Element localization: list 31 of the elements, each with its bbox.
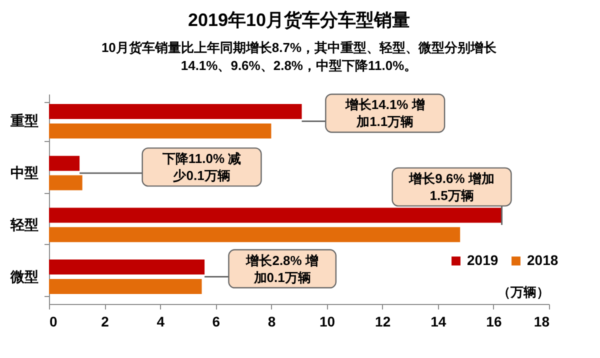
annotation: 增长14.1% 增加1.1万辆 (344, 97, 425, 130)
y-tick-label: 重型 (10, 112, 38, 129)
x-tick-label: 6 (212, 314, 220, 330)
y-tick-label: 轻型 (10, 216, 38, 232)
x-tick-label: 4 (156, 314, 165, 330)
bar (49, 227, 460, 242)
legend-label: 2019 (467, 252, 498, 268)
annotation: 下降11.0% 减少0.1万辆 (161, 151, 242, 184)
bar (49, 260, 205, 275)
chart-subtitle: 10月货车销量比上年同期增长8.7%，其中重型、轻型、微型分别增长 14.1%、9.6%、2.8%，中型下降11.0%。 (101, 40, 498, 73)
bar (49, 156, 80, 171)
bar (49, 208, 502, 223)
bar (49, 123, 272, 138)
x-tick-label: 14 (430, 314, 446, 330)
x-axis-title: （万辆） (498, 284, 550, 300)
bar (49, 175, 82, 190)
legend-label: 2018 (527, 252, 558, 268)
x-tick-label: 0 (50, 314, 58, 330)
bar (49, 279, 202, 294)
annotation: 增长2.8% 增加0.1万辆 (245, 252, 318, 285)
x-tick-label: 16 (486, 314, 502, 330)
x-tick-label: 18 (534, 314, 550, 330)
annotation: 增长9.6% 增加1.5万辆 (408, 170, 494, 203)
y-tick-label: 微型 (10, 268, 38, 284)
x-tick-label: 8 (268, 314, 276, 330)
x-tick-label: 12 (375, 314, 391, 330)
x-tick-label: 2 (101, 314, 110, 330)
x-tick-label: 10 (319, 314, 336, 330)
y-tick-label: 中型 (10, 164, 38, 181)
bar (49, 104, 302, 119)
chart-title: 2019年10月货车分车型销量 (188, 10, 410, 30)
